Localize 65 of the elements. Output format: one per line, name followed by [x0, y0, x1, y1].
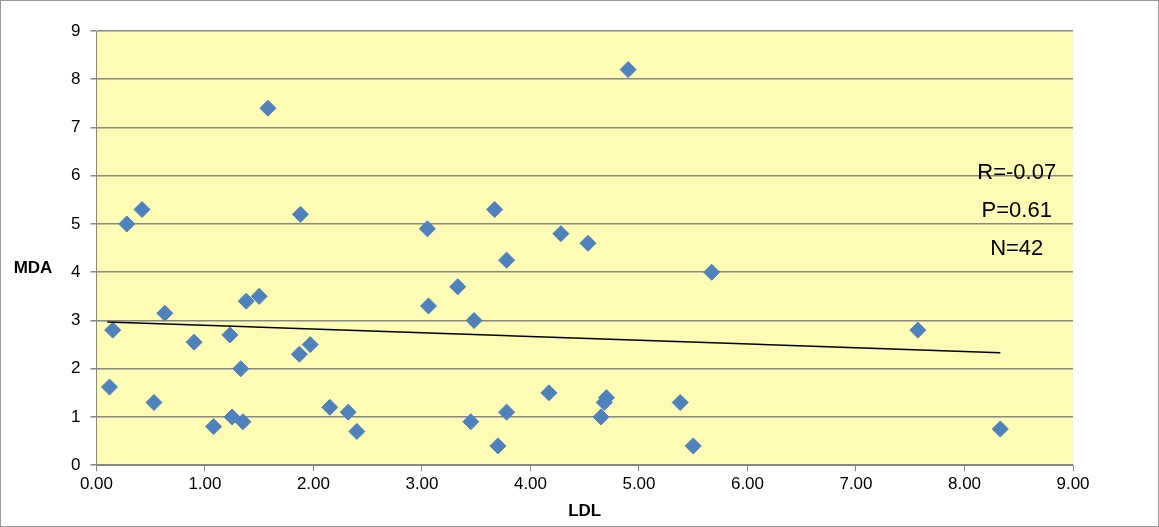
point [133, 201, 151, 218]
point [100, 378, 118, 396]
y-tick-label: 5 [70, 213, 81, 233]
point [498, 251, 516, 269]
point [449, 278, 467, 296]
y-tick-label: 4 [70, 261, 81, 281]
point [498, 403, 516, 421]
y-tick-label: 2 [70, 358, 81, 378]
point [684, 437, 702, 455]
point [462, 413, 480, 431]
x-tick-label: 9.00 [1056, 474, 1090, 494]
point [540, 384, 558, 402]
x-tick-label: 1.00 [188, 474, 222, 494]
point [185, 333, 203, 351]
x-tick-label: 2.00 [296, 474, 331, 494]
point [237, 292, 255, 310]
y-tick-label: 3 [70, 310, 81, 330]
x-tick-label: 5.00 [622, 474, 656, 494]
point [250, 287, 268, 305]
point [259, 99, 277, 117]
y-tick-label: 1 [70, 406, 81, 426]
point [486, 201, 504, 218]
y-tick-label: 0 [70, 454, 81, 474]
point [205, 418, 223, 436]
point [671, 393, 689, 411]
annotation: N=42 [990, 235, 1044, 261]
point [301, 336, 319, 354]
point [234, 413, 252, 431]
point [145, 393, 163, 411]
x-axis-title: LDL [568, 501, 602, 521]
point [321, 398, 339, 416]
point [291, 205, 309, 223]
point [592, 408, 610, 426]
y-tick-label: 9 [70, 20, 81, 40]
point [223, 408, 241, 426]
point [418, 220, 436, 238]
point [465, 311, 483, 329]
point [703, 263, 721, 281]
x-tick-label: 4.00 [513, 474, 548, 494]
x-tick-label: 6.00 [730, 474, 765, 494]
annotation: R=-0.07 [977, 159, 1057, 185]
point [991, 420, 1009, 438]
point [221, 326, 239, 344]
point [290, 345, 308, 363]
point [579, 234, 597, 252]
x-tick-label: 8.00 [947, 474, 982, 494]
y-axis-title: MDA [13, 257, 53, 277]
point [156, 304, 174, 322]
y-tick-label: 6 [70, 165, 81, 185]
point [104, 321, 122, 339]
x-tick-label: 7.00 [839, 474, 873, 494]
point [339, 403, 357, 421]
point [489, 437, 507, 455]
y-tick-label: 7 [70, 117, 81, 137]
point [552, 225, 570, 243]
point [619, 61, 637, 79]
point [419, 297, 437, 315]
y-tick-label: 8 [70, 68, 81, 88]
annotation: P=0.61 [981, 197, 1052, 223]
x-tick-label: 3.00 [405, 474, 439, 494]
point [348, 422, 366, 440]
point [909, 321, 927, 339]
point [232, 360, 250, 378]
point [118, 215, 136, 233]
x-tick-label: 0.00 [79, 474, 113, 494]
